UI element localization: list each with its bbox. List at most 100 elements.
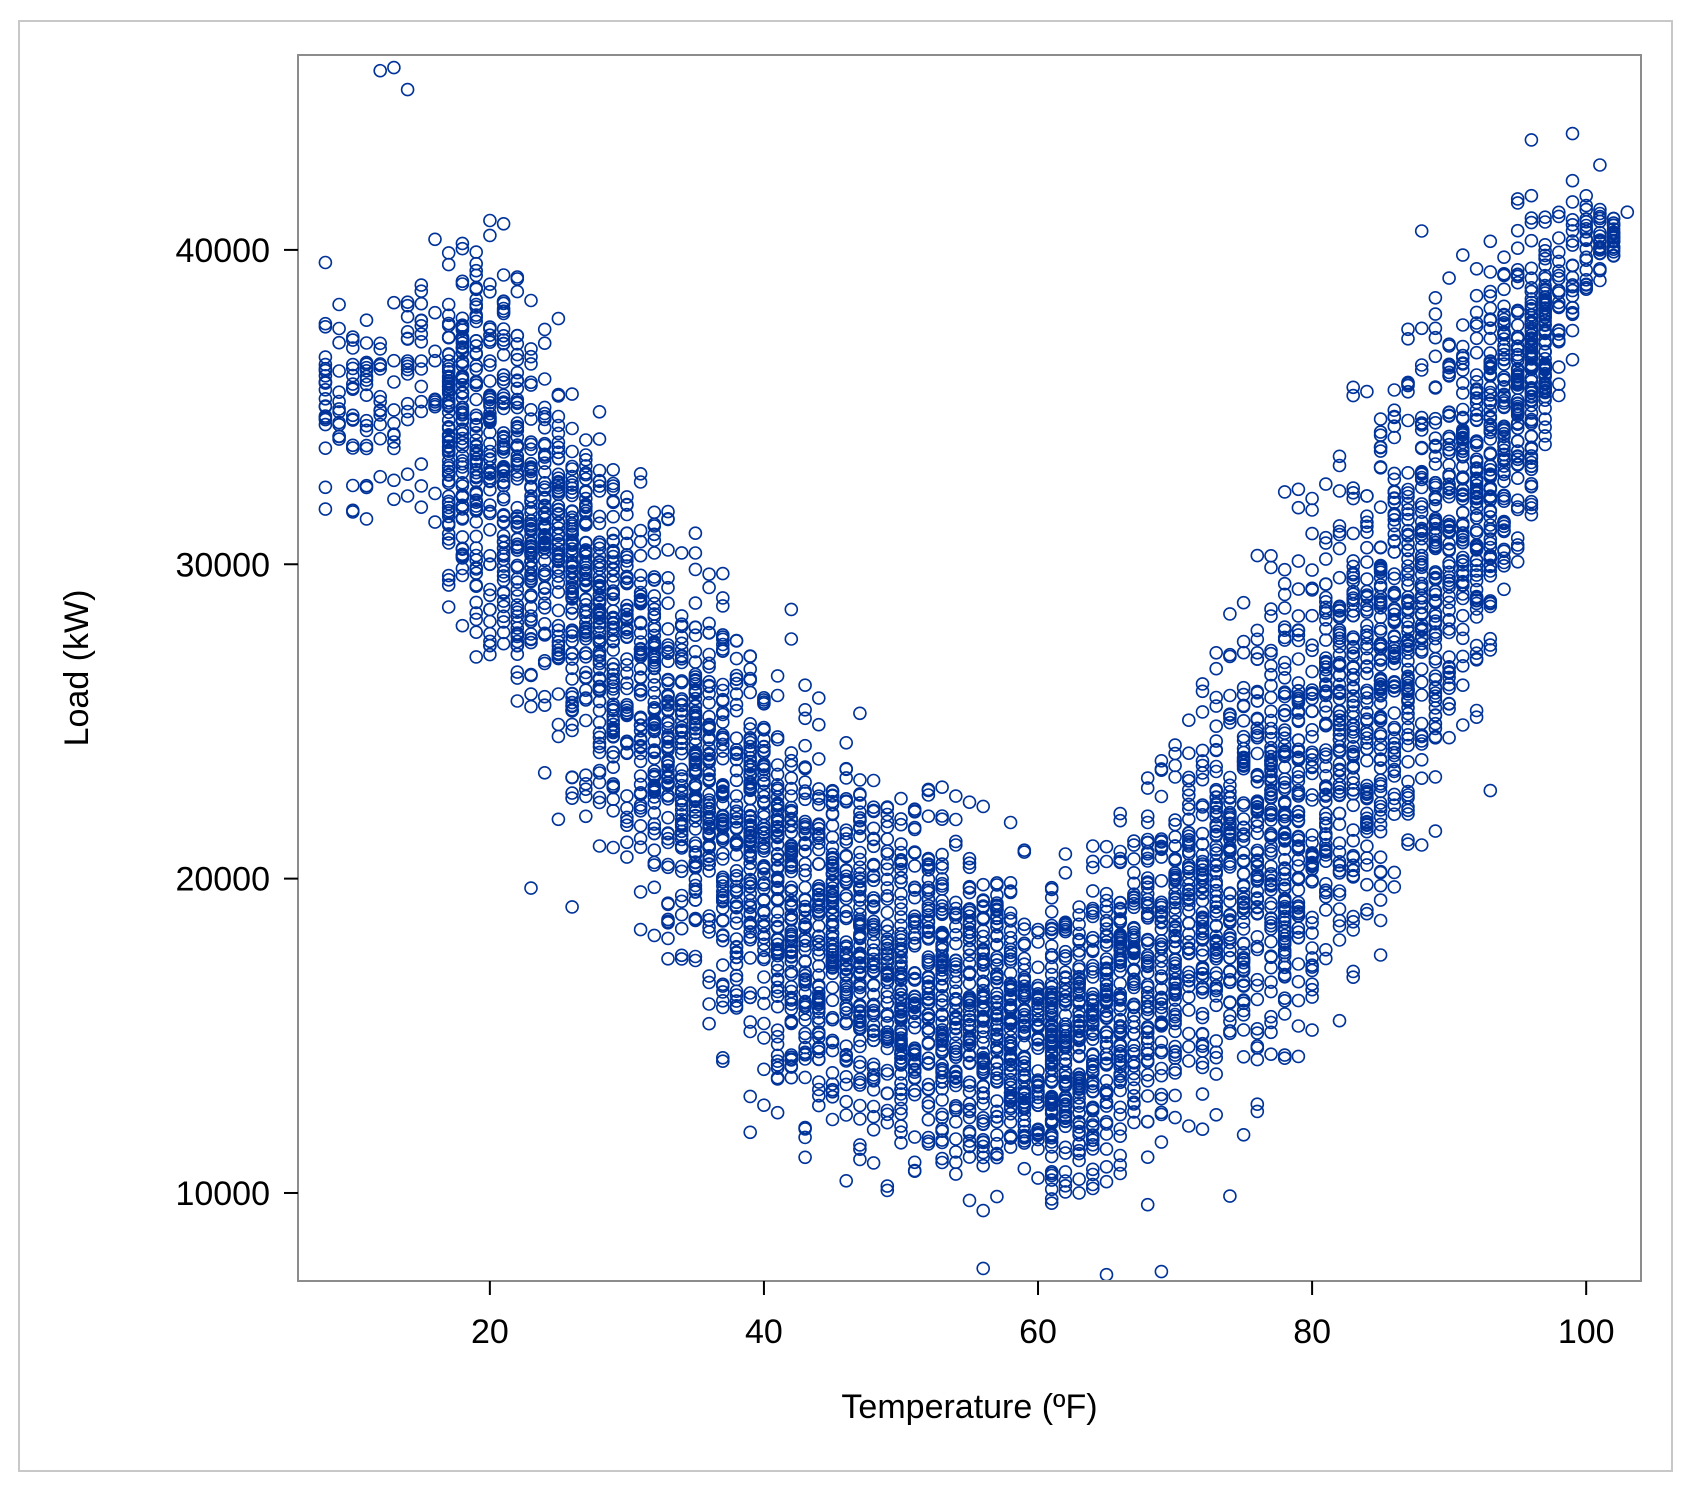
data-point [483, 410, 497, 425]
data-point [880, 1009, 895, 1023]
data-point [1113, 1158, 1127, 1172]
data-point [1510, 275, 1525, 290]
data-point [1401, 807, 1415, 821]
data-point [1209, 1045, 1223, 1059]
data-point [551, 623, 566, 638]
data-point [1058, 1024, 1073, 1039]
data-point [976, 1020, 991, 1035]
data-point [1099, 935, 1114, 949]
data-point [688, 732, 703, 746]
data-point [1538, 215, 1552, 229]
data-point [510, 284, 525, 299]
data-point [483, 638, 497, 653]
data-point [1401, 543, 1415, 557]
data-point [1373, 412, 1388, 426]
data-point [1140, 1197, 1155, 1212]
data-point [1277, 842, 1292, 856]
data-point [1209, 966, 1223, 980]
data-point [1319, 530, 1333, 545]
data-point [1264, 1047, 1278, 1061]
data-point [866, 1099, 881, 1114]
data-point [483, 328, 497, 343]
data-point [1236, 936, 1251, 951]
data-point [702, 656, 716, 671]
data-point [1017, 1130, 1032, 1144]
data-point [715, 683, 730, 698]
data-point [1401, 800, 1415, 814]
data-point [1305, 563, 1319, 577]
data-point [1538, 437, 1552, 452]
data-point [1414, 480, 1429, 495]
data-point [524, 539, 538, 553]
data-point [1401, 784, 1415, 799]
data-point [469, 333, 484, 348]
data-point [1510, 500, 1525, 514]
data-point [1442, 437, 1456, 452]
data-point [1483, 354, 1498, 368]
data-point [1442, 670, 1456, 685]
data-point [1373, 565, 1388, 580]
data-point [510, 396, 525, 411]
data-point [1277, 1051, 1292, 1065]
data-point [373, 431, 388, 446]
data-point [1401, 578, 1415, 593]
data-point [1168, 934, 1182, 948]
data-point [1606, 211, 1621, 226]
data-point [496, 599, 511, 614]
data-point [1223, 935, 1237, 950]
data-point [921, 957, 936, 972]
data-point [688, 546, 703, 560]
data-point [345, 377, 360, 391]
data-point [1031, 996, 1045, 1011]
data-point [510, 598, 525, 612]
data-point [1154, 789, 1169, 804]
data-point [935, 960, 949, 975]
data-point [894, 918, 908, 933]
data-point [1305, 977, 1319, 992]
data-point [1319, 621, 1333, 636]
data-point [633, 746, 648, 761]
data-point [537, 698, 552, 713]
data-point [647, 678, 662, 692]
data-point [1332, 639, 1347, 654]
data-point [1291, 582, 1306, 596]
data-point [565, 536, 579, 551]
data-point [1305, 581, 1319, 596]
data-point [1428, 528, 1443, 543]
data-point [1277, 630, 1292, 645]
data-point [537, 626, 552, 641]
data-point [1072, 917, 1086, 932]
data-point [1072, 1172, 1086, 1186]
data-point [674, 888, 689, 903]
data-point [1469, 305, 1484, 320]
data-point [1593, 273, 1607, 288]
data-point [620, 607, 634, 622]
data-point [880, 972, 895, 987]
data-point [1236, 745, 1251, 760]
data-point [743, 907, 758, 922]
data-point [1113, 1019, 1127, 1033]
data-point [400, 404, 415, 419]
data-point [853, 813, 867, 828]
data-point [1140, 781, 1155, 795]
data-point [880, 1025, 895, 1039]
data-point [976, 1046, 991, 1060]
data-point [1072, 934, 1086, 949]
data-point [894, 870, 908, 885]
data-point [1003, 885, 1018, 900]
data-point [578, 693, 593, 707]
data-point [496, 347, 511, 362]
data-point [1291, 742, 1306, 757]
data-point [1414, 514, 1429, 529]
data-point [1305, 745, 1319, 760]
data-point [921, 1112, 936, 1127]
data-point [1456, 622, 1470, 637]
data-point [1044, 960, 1059, 975]
data-point [866, 803, 881, 818]
data-point [688, 912, 703, 926]
data-point [1360, 584, 1374, 599]
data-point [1373, 444, 1388, 458]
data-point [414, 296, 429, 311]
data-point [414, 362, 429, 376]
data-point [688, 644, 703, 659]
